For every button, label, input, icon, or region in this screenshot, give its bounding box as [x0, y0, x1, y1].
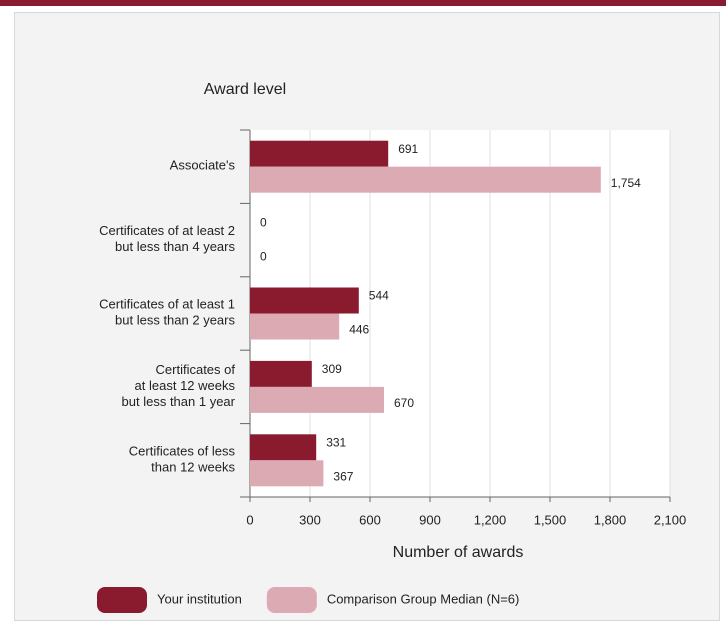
x-axis-label: Number of awards: [393, 544, 524, 561]
legend-swatch: [97, 587, 147, 613]
bar: [250, 166, 601, 193]
x-tick-label: 1,200: [474, 512, 507, 527]
bar: [250, 434, 317, 461]
bar: [250, 140, 389, 167]
value-label: 446: [349, 323, 369, 337]
y-tick-label: Certificates of at least 1 but less than …: [99, 297, 235, 328]
x-tick-label: 300: [299, 512, 321, 527]
legend-label: Comparison Group Median (N=6): [327, 591, 520, 606]
value-label: 331: [326, 435, 346, 449]
top-strip: [0, 0, 726, 6]
value-label: 367: [333, 469, 353, 483]
y-tick-label: Certificates of less than 12 weeks: [129, 444, 236, 475]
bar: [250, 386, 384, 413]
legend-swatch: [266, 587, 317, 613]
value-label: 309: [322, 362, 342, 376]
value-label: 691: [398, 142, 418, 156]
chart-title: Award level: [204, 81, 286, 98]
value-label: 0: [260, 249, 267, 263]
value-label: 0: [260, 215, 267, 229]
legend-label: Your institution: [157, 591, 242, 606]
bar: [250, 360, 312, 387]
x-tick-label: 0: [246, 512, 253, 527]
value-label: 544: [369, 289, 389, 303]
y-tick-label: Certificates of at least 12 weeks but less…: [122, 362, 236, 409]
x-tick-label: 900: [419, 512, 441, 527]
bar: [250, 460, 324, 487]
x-tick-label: 1,500: [534, 512, 567, 527]
bar: [250, 287, 359, 314]
x-tick-label: 1,800: [594, 512, 627, 527]
x-tick-label: 600: [359, 512, 381, 527]
x-tick-label: 2,100: [654, 512, 687, 527]
y-tick-label: Certificates of at least 2 but less than …: [99, 224, 235, 255]
value-label: 670: [394, 396, 414, 410]
value-label: 1,754: [611, 176, 641, 190]
y-tick-label: Associate's: [170, 158, 236, 173]
bar: [250, 313, 340, 340]
